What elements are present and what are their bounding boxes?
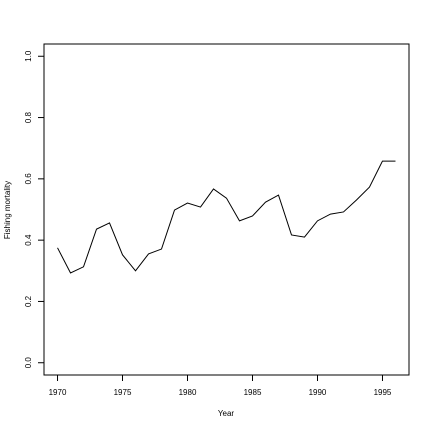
y-tick-label: 0.8 [24,111,33,123]
y-tick-label: 1.0 [24,50,33,62]
x-tick-label: 1980 [179,388,197,397]
data-line [57,160,396,274]
x-axis-label: Year [218,409,235,418]
x-tick-label: 1985 [244,388,262,397]
x-tick-label: 1970 [49,388,67,397]
y-tick-label: 0.0 [24,357,33,369]
x-tick-label: 1990 [309,388,327,397]
plot-box [43,43,410,376]
y-tick-label: 0.6 [24,173,33,185]
y-tick-label: 0.2 [24,295,33,307]
y-axis-label: Fishing mortality [3,181,12,239]
x-tick-label: 1995 [374,388,392,397]
y-tick-label: 0.4 [24,234,33,246]
x-tick-label: 1975 [114,388,132,397]
